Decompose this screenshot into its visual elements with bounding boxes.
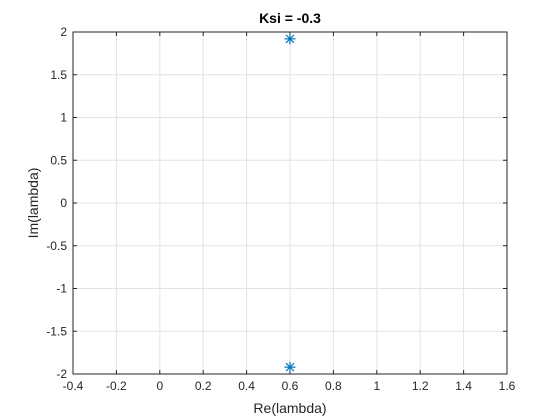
data-point-asterisk [284, 33, 296, 45]
x-tick-label: 1.6 [499, 379, 516, 393]
y-tick-label: 1.5 [50, 68, 67, 82]
y-tick-label: 1 [60, 111, 67, 125]
y-axis-label: Im(lambda) [25, 168, 41, 239]
axes [72, 31, 508, 375]
x-tick-label: 1.2 [412, 379, 429, 393]
x-tick-label: -0.2 [106, 379, 127, 393]
data-points [284, 33, 296, 373]
x-tick-label: 0.6 [282, 379, 299, 393]
y-tick-label: 2 [60, 25, 67, 39]
y-tick-label: -1 [56, 282, 67, 296]
x-tick-label: 0.4 [238, 379, 255, 393]
chart-title: Ksi = -0.3 [259, 10, 321, 26]
tick-labels: -0.4 -0.2 0 0.2 0.4 0.6 0.8 1 1.2 1.4 1.6 -2 -1.5 -1 -… [46, 25, 515, 393]
x-axis-label: Re(lambda) [253, 400, 326, 416]
y-tick-label: 0.5 [50, 153, 67, 167]
data-point-asterisk [284, 361, 296, 373]
x-tick-label: 0 [156, 379, 163, 393]
x-tick-label: -0.4 [63, 379, 84, 393]
y-tick-label: -1.5 [46, 324, 67, 338]
x-tick-label: 1.4 [455, 379, 472, 393]
x-tick-label: 0.2 [195, 379, 212, 393]
y-tick-label: -0.5 [46, 239, 67, 253]
y-tick-label: 0 [60, 196, 67, 210]
x-tick-label: 1 [373, 379, 380, 393]
y-tick-label: -2 [56, 367, 67, 381]
x-tick-label: 0.8 [325, 379, 342, 393]
